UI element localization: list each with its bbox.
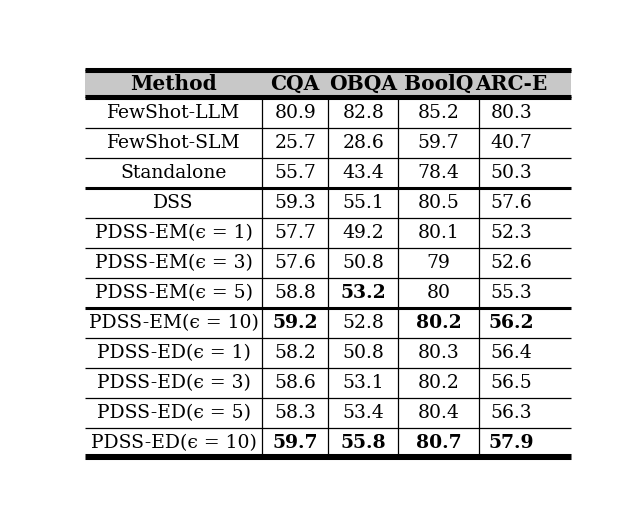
Text: CQA: CQA xyxy=(271,73,320,93)
Text: 80.3: 80.3 xyxy=(418,344,460,362)
Text: 50.8: 50.8 xyxy=(342,254,384,272)
Text: 80.3: 80.3 xyxy=(491,104,532,122)
Text: 52.3: 52.3 xyxy=(491,224,532,242)
Text: 50.3: 50.3 xyxy=(491,164,532,182)
Text: 52.6: 52.6 xyxy=(491,254,532,272)
Text: 55.8: 55.8 xyxy=(340,433,386,452)
Text: 56.5: 56.5 xyxy=(491,374,532,392)
Text: PDSS-ED(ϵ = 10): PDSS-ED(ϵ = 10) xyxy=(91,433,257,452)
Text: 85.2: 85.2 xyxy=(418,104,460,122)
Text: 25.7: 25.7 xyxy=(275,134,316,152)
Text: 56.2: 56.2 xyxy=(489,314,534,332)
Text: 59.2: 59.2 xyxy=(273,314,318,332)
Text: 80: 80 xyxy=(427,284,451,302)
Text: 43.4: 43.4 xyxy=(342,164,384,182)
Text: 55.1: 55.1 xyxy=(342,194,384,212)
Text: 82.8: 82.8 xyxy=(342,104,384,122)
Text: 58.6: 58.6 xyxy=(275,374,316,392)
Text: 58.3: 58.3 xyxy=(275,404,316,422)
Text: 78.4: 78.4 xyxy=(418,164,460,182)
Text: 57.6: 57.6 xyxy=(275,254,316,272)
Text: 59.7: 59.7 xyxy=(418,134,460,152)
Text: PDSS-EM(ϵ = 5): PDSS-EM(ϵ = 5) xyxy=(95,284,253,302)
Text: PDSS-EM(ϵ = 10): PDSS-EM(ϵ = 10) xyxy=(89,314,259,332)
Text: 80.4: 80.4 xyxy=(418,404,460,422)
Text: 59.7: 59.7 xyxy=(273,433,318,452)
Text: 58.8: 58.8 xyxy=(275,284,316,302)
Text: 80.1: 80.1 xyxy=(418,224,460,242)
Text: PDSS-EM(ϵ = 1): PDSS-EM(ϵ = 1) xyxy=(95,224,253,242)
Text: 53.1: 53.1 xyxy=(342,374,384,392)
Text: 80.2: 80.2 xyxy=(418,374,460,392)
Text: 59.3: 59.3 xyxy=(275,194,316,212)
Text: 55.3: 55.3 xyxy=(491,284,532,302)
Text: Standalone: Standalone xyxy=(120,164,227,182)
Bar xyxy=(85,69,571,98)
Text: 57.9: 57.9 xyxy=(489,433,534,452)
Text: PDSS-EM(ϵ = 3): PDSS-EM(ϵ = 3) xyxy=(95,254,253,272)
Text: PDSS-ED(ϵ = 5): PDSS-ED(ϵ = 5) xyxy=(97,404,251,422)
Text: 58.2: 58.2 xyxy=(275,344,316,362)
Text: 80.7: 80.7 xyxy=(416,433,461,452)
Text: ARC-E: ARC-E xyxy=(476,73,548,93)
Text: BoolQ: BoolQ xyxy=(404,73,473,93)
Text: 56.3: 56.3 xyxy=(491,404,532,422)
Text: 80.9: 80.9 xyxy=(275,104,316,122)
Text: 52.8: 52.8 xyxy=(342,314,384,332)
Text: Method: Method xyxy=(131,73,217,93)
Text: 79: 79 xyxy=(427,254,451,272)
Text: FewShot-SLM: FewShot-SLM xyxy=(107,134,241,152)
Text: PDSS-ED(ϵ = 3): PDSS-ED(ϵ = 3) xyxy=(97,374,251,392)
Text: PDSS-ED(ϵ = 1): PDSS-ED(ϵ = 1) xyxy=(97,344,251,362)
Text: 57.6: 57.6 xyxy=(491,194,532,212)
Text: 50.8: 50.8 xyxy=(342,344,384,362)
Text: OBQA: OBQA xyxy=(329,73,397,93)
Text: 53.4: 53.4 xyxy=(342,404,384,422)
Text: FewShot-LLM: FewShot-LLM xyxy=(107,104,240,122)
Text: 49.2: 49.2 xyxy=(342,224,384,242)
Text: 55.7: 55.7 xyxy=(275,164,316,182)
Text: 53.2: 53.2 xyxy=(340,284,386,302)
Text: 80.5: 80.5 xyxy=(418,194,460,212)
Text: 56.4: 56.4 xyxy=(491,344,532,362)
Text: 57.7: 57.7 xyxy=(275,224,316,242)
Text: 40.7: 40.7 xyxy=(490,134,532,152)
Text: 28.6: 28.6 xyxy=(342,134,384,152)
Text: DSS: DSS xyxy=(154,194,194,212)
Text: 80.2: 80.2 xyxy=(416,314,461,332)
